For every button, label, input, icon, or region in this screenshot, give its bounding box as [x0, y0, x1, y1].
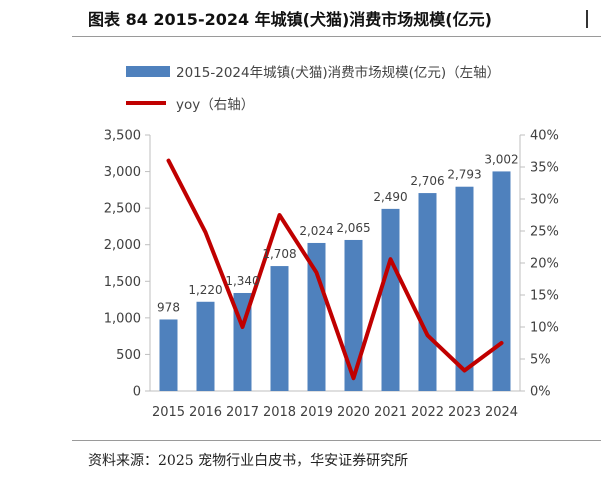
legend-label-bar: 2015-2024年城镇(犬猫)消费市场规模(亿元)（左轴）	[176, 65, 501, 81]
yoy-line	[166, 158, 504, 381]
y-right-tick-label: 25%	[530, 225, 559, 240]
bar-data-label: 1,708	[262, 247, 296, 261]
y-left-tick-label: 1,500	[104, 275, 141, 290]
y-left-tick-label: 0	[133, 385, 141, 400]
bar-data-label: 978	[157, 300, 180, 314]
y-right-tick-label: 10%	[530, 321, 559, 336]
x-tick-label: 2015	[152, 405, 185, 420]
bar-data-label: 3,002	[484, 152, 518, 166]
y-left-tick-label: 3,500	[104, 129, 141, 144]
chart-legend: 2015-2024年城镇(犬猫)消费市场规模(亿元)（左轴） yoy（右轴）	[126, 60, 500, 124]
edge-mark	[586, 10, 588, 28]
bar	[270, 266, 289, 391]
legend-label-line: yoy（右轴）	[176, 97, 255, 113]
y-right-tick-label: 15%	[530, 289, 559, 304]
bar-data-label: 2,065	[336, 221, 370, 235]
legend-swatch-line	[126, 101, 166, 105]
bar-data-label: 1,340	[225, 274, 259, 288]
x-tick-label: 2021	[374, 405, 407, 420]
bar	[455, 186, 474, 391]
bar	[381, 208, 400, 391]
bar-data-label: 2,490	[373, 190, 407, 204]
bar-data-label: 2,793	[447, 168, 481, 182]
x-tick-label: 2016	[189, 405, 222, 420]
bar-data-label: 2,706	[410, 174, 444, 188]
y-left-tick-label: 3,000	[104, 165, 141, 180]
y-left-tick-label: 1,000	[104, 311, 141, 326]
source-divider	[72, 440, 601, 441]
x-tick-label: 2017	[226, 405, 259, 420]
bar	[492, 171, 511, 391]
y-right-tick-label: 20%	[530, 257, 559, 272]
bar	[418, 193, 437, 391]
y-right-tick-label: 40%	[530, 129, 559, 144]
bar	[344, 239, 363, 391]
y-left-tick-label: 500	[116, 348, 141, 363]
y-left-tick-label: 2,000	[104, 238, 141, 253]
bar	[159, 319, 178, 391]
figure-title: 图表 84 2015-2024 年城镇(犬猫)消费市场规模(亿元)	[88, 10, 492, 29]
bar-data-label: 1,220	[188, 283, 222, 297]
y-right-tick-label: 5%	[530, 353, 551, 368]
legend-item-bar: 2015-2024年城镇(犬猫)消费市场规模(亿元)（左轴）	[126, 60, 500, 82]
x-tick-label: 2023	[448, 405, 481, 420]
bar-data-label: 2,024	[299, 224, 333, 238]
title-divider	[72, 36, 601, 37]
figure-source: 资料来源：2025 宠物行业白皮书，华安证券研究所	[88, 453, 409, 469]
y-right-tick-label: 0%	[530, 385, 551, 400]
legend-item-line: yoy（右轴）	[126, 92, 500, 114]
x-tick-label: 2019	[300, 405, 333, 420]
x-tick-label: 2024	[485, 405, 518, 420]
x-tick-label: 2022	[411, 405, 444, 420]
y-left-tick-label: 2,500	[104, 202, 141, 217]
x-tick-label: 2020	[337, 405, 370, 420]
legend-swatch-bar	[126, 65, 170, 77]
bar	[196, 301, 215, 391]
x-tick-label: 2018	[263, 405, 296, 420]
y-right-tick-label: 30%	[530, 193, 559, 208]
y-right-tick-label: 35%	[530, 161, 559, 176]
